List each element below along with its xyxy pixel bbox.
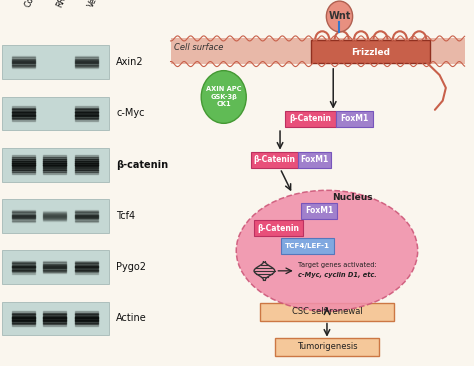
FancyBboxPatch shape <box>311 40 430 63</box>
Text: β-Catenin: β-Catenin <box>257 224 300 233</box>
Text: CSC self-renewal: CSC self-renewal <box>292 307 362 316</box>
FancyBboxPatch shape <box>301 203 337 219</box>
FancyBboxPatch shape <box>285 111 336 127</box>
Text: FoxM1: FoxM1 <box>305 206 333 216</box>
Text: Actine: Actine <box>116 313 147 324</box>
FancyBboxPatch shape <box>260 303 394 321</box>
FancyBboxPatch shape <box>1 97 109 130</box>
FancyBboxPatch shape <box>171 38 465 64</box>
Text: Tumorigenesis: Tumorigenesis <box>297 343 357 351</box>
Text: FoxM1: FoxM1 <box>301 155 329 164</box>
Text: Nucleus: Nucleus <box>332 193 372 202</box>
FancyBboxPatch shape <box>281 238 334 254</box>
Text: Frizzled: Frizzled <box>351 48 390 57</box>
FancyBboxPatch shape <box>1 45 109 79</box>
Text: β-catenin: β-catenin <box>116 160 168 170</box>
Text: FoxM1: FoxM1 <box>340 115 369 123</box>
FancyBboxPatch shape <box>1 199 109 233</box>
Text: Control: Control <box>23 0 44 9</box>
FancyBboxPatch shape <box>251 152 298 168</box>
Circle shape <box>201 71 246 123</box>
Text: β-Catenin: β-Catenin <box>290 115 331 123</box>
FancyBboxPatch shape <box>275 338 379 356</box>
Text: AXIN APC
GSK-3β
CK1: AXIN APC GSK-3β CK1 <box>206 86 241 108</box>
Text: Tcf4: Tcf4 <box>116 211 135 221</box>
FancyBboxPatch shape <box>1 148 109 182</box>
Text: Vehicle: Vehicle <box>86 0 107 9</box>
Text: Wnt: Wnt <box>328 11 351 22</box>
FancyBboxPatch shape <box>337 111 373 127</box>
Text: Pygo2: Pygo2 <box>116 262 146 272</box>
Text: Cell surface: Cell surface <box>173 43 223 52</box>
Text: c-Myc: c-Myc <box>116 108 145 119</box>
Text: Axin2: Axin2 <box>116 57 144 67</box>
FancyBboxPatch shape <box>298 152 331 168</box>
FancyBboxPatch shape <box>1 302 109 335</box>
FancyBboxPatch shape <box>254 220 303 236</box>
Text: Target genes activated:: Target genes activated: <box>298 262 377 268</box>
Text: TCF4/LEF-1: TCF4/LEF-1 <box>285 243 330 249</box>
Text: β-Catenin: β-Catenin <box>254 155 296 164</box>
Ellipse shape <box>236 190 418 311</box>
Text: c-Myc, cyclin D1, etc.: c-Myc, cyclin D1, etc. <box>298 272 377 278</box>
Text: RRx-001: RRx-001 <box>55 0 77 9</box>
Circle shape <box>326 1 353 32</box>
FancyBboxPatch shape <box>1 250 109 284</box>
